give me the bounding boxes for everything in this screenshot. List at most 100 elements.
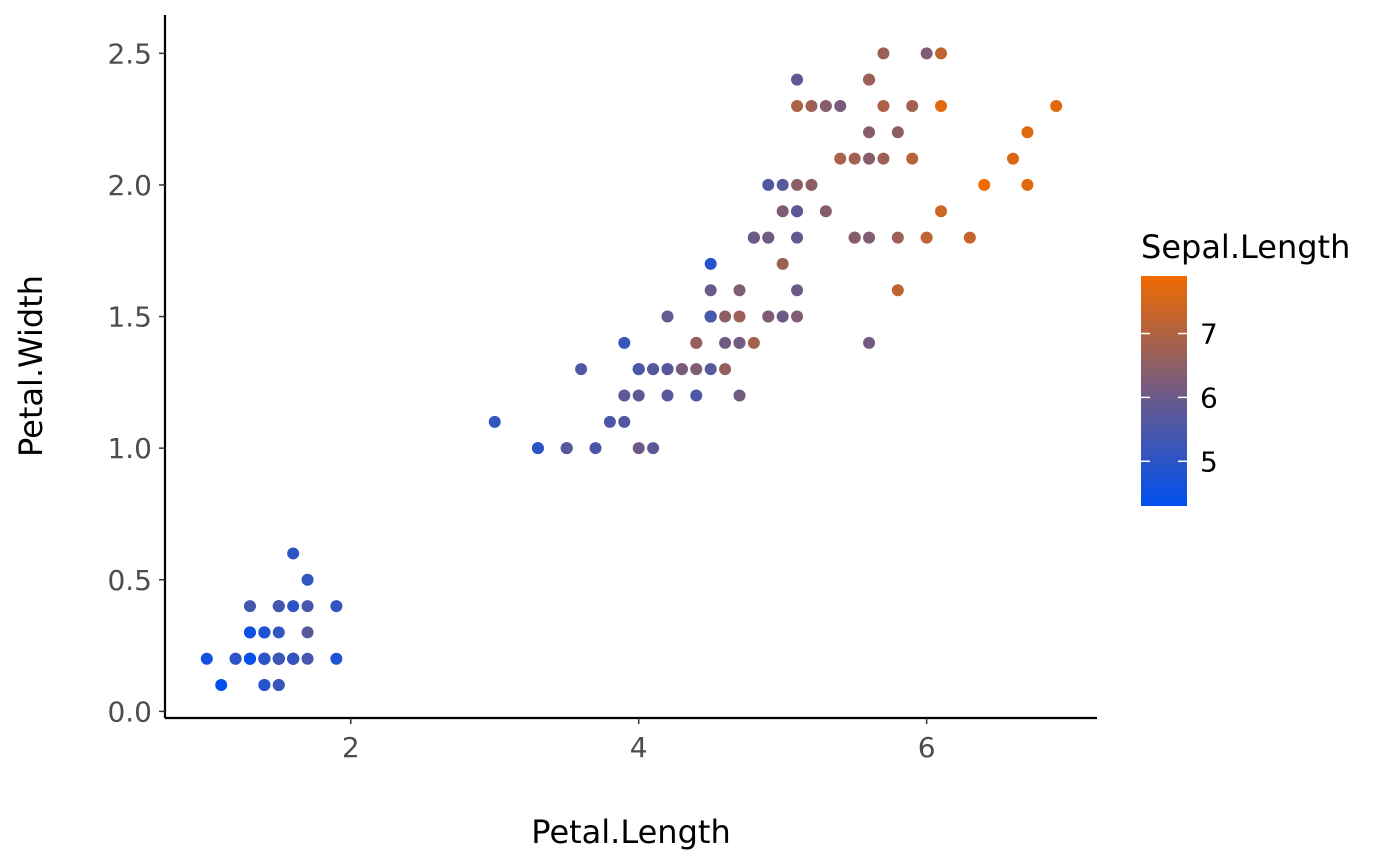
data-point (690, 336, 703, 349)
data-point (791, 205, 804, 218)
data-point (301, 626, 314, 639)
data-point (719, 363, 732, 376)
data-point (647, 442, 660, 455)
data-point (243, 600, 256, 613)
data-point (301, 600, 314, 613)
data-point (848, 152, 861, 165)
data-point (1007, 152, 1020, 165)
data-point (891, 126, 904, 139)
data-point (834, 152, 847, 165)
data-point (906, 99, 919, 112)
data-point (935, 99, 948, 112)
data-point (258, 626, 271, 639)
data-point (791, 73, 804, 86)
data-point (863, 152, 876, 165)
data-point (891, 231, 904, 244)
data-point (560, 442, 573, 455)
data-point (301, 573, 314, 586)
legend-title: Sepal.Length (1141, 228, 1350, 266)
color-legend: Sepal.Length 5 6 7 (1141, 228, 1350, 506)
data-point (618, 415, 631, 428)
data-point (330, 600, 343, 613)
data-point (719, 336, 732, 349)
data-point (805, 99, 818, 112)
legend-tick-label: 6 (1200, 381, 1218, 414)
data-point (906, 152, 919, 165)
y-tick-label: 1.0 (107, 432, 152, 465)
x-ticks: 2 4 6 (342, 718, 936, 764)
data-point (791, 310, 804, 323)
x-tick-label: 2 (342, 731, 360, 764)
legend-ticks: 5 6 7 (1141, 318, 1218, 478)
data-point (258, 652, 271, 665)
data-point (877, 47, 890, 60)
data-point (920, 231, 933, 244)
x-tick-label: 6 (918, 731, 936, 764)
data-point (719, 310, 732, 323)
data-point (877, 99, 890, 112)
data-point (287, 652, 300, 665)
data-point (632, 389, 645, 402)
data-point (805, 178, 818, 191)
data-point (762, 310, 775, 323)
legend-tick-label: 7 (1200, 318, 1218, 351)
data-point (200, 652, 213, 665)
data-point (819, 205, 832, 218)
data-point (791, 231, 804, 244)
data-point (215, 679, 228, 692)
data-point (1021, 126, 1034, 139)
data-point (603, 415, 616, 428)
data-point (301, 652, 314, 665)
data-point (287, 547, 300, 560)
data-point (935, 47, 948, 60)
data-point (575, 363, 588, 376)
data-point (272, 679, 285, 692)
data-point (675, 363, 688, 376)
data-point (891, 284, 904, 297)
data-point (963, 231, 976, 244)
y-tick-label: 1.5 (107, 301, 152, 334)
data-point (863, 336, 876, 349)
colorbar (1141, 276, 1187, 506)
y-axis-title: Petal.Width (12, 275, 50, 457)
data-point (661, 363, 674, 376)
data-point (704, 284, 717, 297)
data-point (632, 442, 645, 455)
data-point (618, 336, 631, 349)
data-point (531, 442, 544, 455)
y-tick-label: 2.0 (107, 169, 152, 202)
data-point (791, 284, 804, 297)
data-point (776, 310, 789, 323)
points-layer (200, 47, 1063, 692)
data-point (618, 389, 631, 402)
data-point (978, 178, 991, 191)
data-point (776, 178, 789, 191)
data-point (733, 284, 746, 297)
data-point (272, 626, 285, 639)
data-point (704, 363, 717, 376)
data-point (704, 257, 717, 270)
data-point (733, 336, 746, 349)
data-point (1021, 178, 1034, 191)
data-point (632, 363, 645, 376)
data-point (258, 679, 271, 692)
data-point (272, 652, 285, 665)
data-point (863, 73, 876, 86)
x-tick-label: 4 (630, 731, 648, 764)
data-point (647, 363, 660, 376)
legend-tick-label: 5 (1200, 445, 1218, 478)
data-point (690, 389, 703, 402)
data-point (733, 310, 746, 323)
data-point (863, 126, 876, 139)
data-point (791, 178, 804, 191)
data-point (747, 231, 760, 244)
data-point (272, 600, 285, 613)
data-point (747, 336, 760, 349)
data-point (690, 363, 703, 376)
data-point (243, 652, 256, 665)
data-point (243, 626, 256, 639)
data-point (791, 99, 804, 112)
data-point (704, 310, 717, 323)
data-point (776, 205, 789, 218)
data-point (762, 178, 775, 191)
